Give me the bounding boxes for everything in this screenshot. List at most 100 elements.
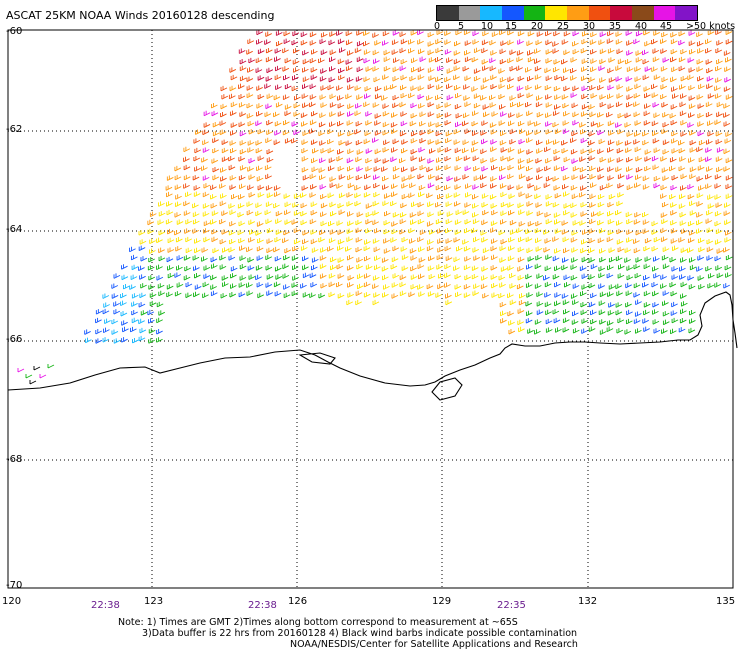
wind-barb	[121, 264, 128, 270]
wind-barb	[426, 166, 434, 173]
wind-barb	[329, 111, 336, 117]
wind-barb	[228, 255, 236, 261]
wind-barb	[563, 67, 570, 74]
wind-barb	[229, 130, 237, 136]
wind-barb	[373, 76, 381, 83]
wind-barb	[300, 211, 307, 217]
wind-barb	[320, 32, 328, 38]
wind-barb	[480, 174, 487, 180]
wind-barb	[490, 157, 498, 163]
wind-barb	[246, 49, 253, 55]
wind-barb	[626, 157, 633, 163]
wind-barb	[525, 310, 533, 317]
wind-barb	[633, 318, 641, 324]
wind-barb	[670, 220, 677, 226]
wind-barb	[723, 210, 731, 216]
wind-barb	[590, 292, 597, 299]
wind-barb	[652, 309, 659, 315]
wind-barb	[292, 75, 299, 81]
wind-barb	[165, 219, 173, 225]
wind-barb	[446, 83, 453, 90]
wind-barb	[400, 84, 407, 91]
wind-barb	[543, 247, 551, 253]
wind-barb	[633, 238, 640, 245]
wind-barb	[355, 246, 363, 253]
wind-barb	[698, 284, 705, 290]
wind-barb	[166, 201, 173, 207]
wind-barb	[174, 174, 182, 181]
wind-barb	[491, 292, 499, 298]
wind-barb	[102, 308, 110, 315]
wind-barb	[435, 38, 442, 45]
wind-barb	[527, 31, 535, 37]
wind-barb	[293, 238, 301, 245]
wind-barb	[193, 138, 201, 144]
wind-barb	[562, 102, 570, 109]
wind-barb	[265, 173, 272, 180]
wind-barb	[599, 102, 607, 108]
wind-barb	[202, 191, 210, 198]
wind-barb	[427, 201, 434, 208]
wind-barb	[689, 210, 697, 216]
wind-barb	[607, 157, 615, 163]
wind-barb	[446, 175, 454, 182]
wind-barb	[599, 248, 606, 254]
wind-barb	[670, 238, 678, 244]
wind-barb	[246, 201, 254, 207]
wind-barb	[356, 149, 364, 155]
wind-barb	[670, 104, 678, 110]
wind-barb	[597, 193, 605, 200]
wind-barb	[221, 156, 229, 162]
wind-barb	[329, 201, 337, 208]
wind-barb	[480, 148, 487, 155]
wind-barb	[174, 212, 182, 218]
wind-barb	[230, 283, 237, 289]
wind-barb	[318, 130, 326, 137]
wind-barb	[336, 156, 344, 162]
wind-barb	[599, 319, 606, 325]
wind-barb	[454, 229, 462, 235]
wind-barb	[17, 368, 25, 373]
wind-barb	[310, 67, 318, 73]
wind-barb	[544, 281, 552, 288]
wind-barb	[526, 201, 534, 207]
wind-barb	[283, 254, 290, 261]
wind-barb	[391, 39, 399, 46]
wind-barb	[634, 83, 642, 90]
wind-barb	[293, 95, 301, 101]
wind-barb	[435, 94, 442, 101]
wind-barb	[417, 85, 425, 92]
wind-barb	[391, 293, 399, 299]
wind-barb	[255, 274, 262, 281]
wind-barb	[518, 139, 526, 145]
wind-barb	[689, 139, 697, 146]
wind-barb	[185, 292, 193, 299]
wind-barb	[687, 237, 695, 244]
wind-barb	[598, 283, 605, 289]
wind-barb	[581, 318, 589, 324]
wind-barb	[570, 149, 578, 155]
wind-barb	[427, 139, 435, 145]
wind-barb	[365, 212, 373, 218]
wind-barb	[723, 50, 731, 56]
wind-barb	[347, 292, 355, 298]
wind-barb	[283, 292, 291, 299]
wind-barb	[293, 111, 301, 117]
wind-barb	[518, 209, 525, 216]
wind-barb	[365, 111, 372, 117]
wind-barb	[616, 93, 624, 99]
wind-barb	[131, 317, 139, 324]
wind-barb	[104, 318, 111, 324]
wind-barb	[572, 41, 579, 47]
wind-barb	[426, 192, 433, 199]
wind-barb	[597, 201, 605, 208]
wind-barb	[121, 274, 129, 281]
wind-barb	[679, 212, 687, 218]
wind-barb	[95, 309, 103, 315]
colorbar-label-10: 10	[481, 21, 494, 32]
wind-barb	[147, 265, 155, 271]
wind-barb	[147, 219, 155, 226]
map-frame	[7, 29, 734, 589]
wind-barb	[507, 173, 514, 180]
wind-barb	[248, 129, 256, 135]
